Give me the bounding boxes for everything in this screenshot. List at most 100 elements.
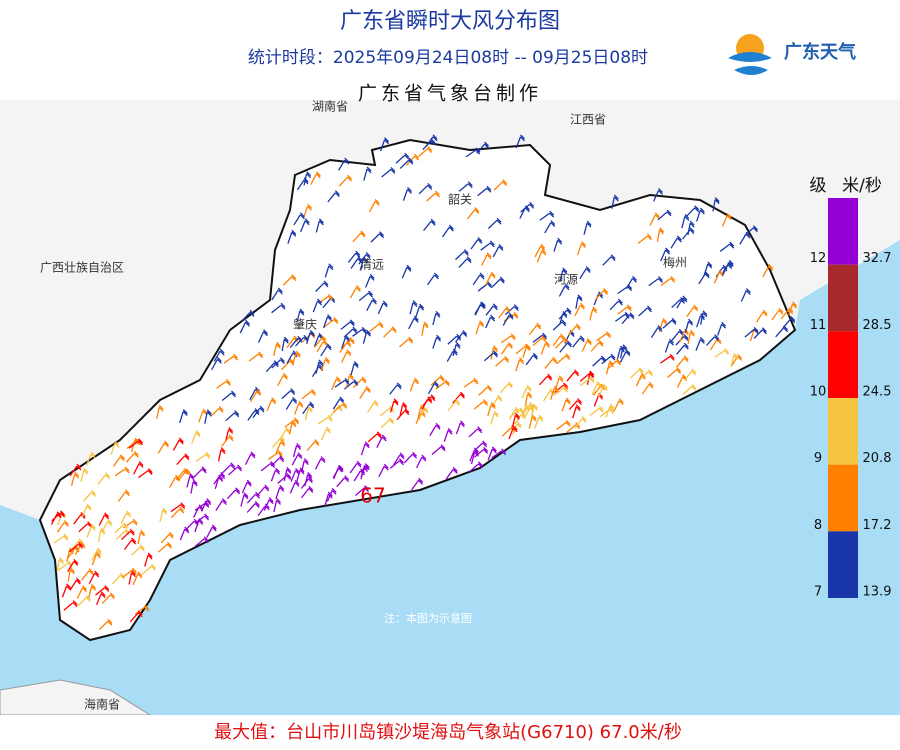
wind-barb xyxy=(558,283,570,297)
wind-barb xyxy=(67,558,79,573)
legend-level: 8 xyxy=(814,518,822,533)
wind-barb xyxy=(295,334,309,347)
wind-barb xyxy=(334,377,350,388)
wind-barb xyxy=(576,241,586,256)
wind-barb xyxy=(170,506,185,519)
wind-barb xyxy=(176,453,190,466)
wind-barb xyxy=(86,451,96,466)
wind-barb xyxy=(332,401,348,413)
wind-barb xyxy=(306,439,320,452)
wind-barb xyxy=(484,350,498,362)
wind-barb xyxy=(591,381,602,395)
map-note: 注：本图为示意图 xyxy=(384,611,472,625)
wind-barb xyxy=(281,336,289,352)
wind-barb xyxy=(409,300,418,315)
wind-barb xyxy=(368,198,380,213)
wind-barb xyxy=(82,489,96,502)
wind-barb xyxy=(267,450,283,460)
wind-barb xyxy=(409,377,419,392)
wind-barb xyxy=(271,287,283,301)
wind-barb xyxy=(56,519,69,533)
wind-barb xyxy=(358,252,371,265)
wind-barb xyxy=(225,426,234,442)
wind-barb xyxy=(534,414,544,429)
wind-barb xyxy=(558,307,572,320)
wind-barb xyxy=(80,467,89,483)
wind-barb xyxy=(641,381,654,395)
wind-barb xyxy=(344,379,359,390)
wind-barb xyxy=(225,410,240,422)
wind-barb xyxy=(159,507,168,522)
wind-barb xyxy=(495,355,510,367)
wind-barb xyxy=(63,600,78,611)
wind-barb xyxy=(244,451,256,465)
wind-barb xyxy=(221,434,234,447)
wind-barb xyxy=(583,220,592,235)
legend-swatch xyxy=(828,464,858,532)
wind-barb xyxy=(621,312,635,325)
wind-barb xyxy=(317,414,333,425)
wind-barb xyxy=(120,510,132,524)
wind-barb xyxy=(539,210,555,221)
wind-barb xyxy=(291,452,303,466)
wind-barb xyxy=(195,451,211,462)
legend-swatch xyxy=(828,531,858,598)
wind-barb xyxy=(589,405,604,417)
wind-barb xyxy=(485,271,496,286)
wind-barb xyxy=(240,492,249,507)
place-label: 河源 xyxy=(554,273,578,287)
wind-barb xyxy=(544,220,556,234)
wind-barb xyxy=(323,317,339,328)
wind-barb xyxy=(418,182,433,195)
wind-barb xyxy=(653,188,663,202)
wind-barb xyxy=(320,357,330,371)
wind-barb xyxy=(581,338,592,352)
wind-barb xyxy=(101,592,115,605)
wind-barb xyxy=(304,472,313,487)
wind-barb xyxy=(687,220,695,235)
logo-wave xyxy=(728,52,772,75)
wind-barb xyxy=(77,595,91,607)
wind-barb xyxy=(556,353,571,365)
wind-barb xyxy=(722,259,734,273)
wind-barb xyxy=(695,337,705,351)
wind-barb xyxy=(226,487,241,500)
legend-level: 12 xyxy=(810,251,827,266)
wind-barb xyxy=(359,386,371,399)
wind-barb xyxy=(639,369,653,381)
wind-barb xyxy=(452,391,465,404)
wind-barb xyxy=(508,425,518,440)
wind-barb xyxy=(76,585,88,599)
wind-barb xyxy=(469,461,483,473)
place-label: 韶关 xyxy=(448,192,472,207)
wind-barb xyxy=(343,326,358,338)
wind-barb xyxy=(656,227,665,242)
wind-barb xyxy=(366,297,377,311)
wind-barb xyxy=(480,240,495,251)
wind-barb xyxy=(214,474,224,490)
wind-barb xyxy=(312,298,323,313)
wind-barb xyxy=(684,368,697,381)
wind-barb xyxy=(421,321,429,336)
wind-barb xyxy=(544,356,558,369)
wind-barb xyxy=(129,610,143,623)
wind-barb xyxy=(430,374,445,386)
wind-barb xyxy=(265,360,279,373)
wind-barb xyxy=(206,524,217,538)
wind-barb xyxy=(271,302,286,314)
wind-barb xyxy=(566,369,580,382)
wind-barb xyxy=(365,273,375,288)
wind-barb xyxy=(605,403,615,418)
wind-barb xyxy=(418,146,433,157)
wind-barb xyxy=(504,304,519,316)
wind-barb xyxy=(487,446,497,461)
wind-barb xyxy=(112,454,125,467)
wind-barb xyxy=(389,398,399,413)
footer-max-value: 最大值：台山市川岛镇沙堤海岛气象站(G6710) 67.0米/秒 xyxy=(214,722,682,743)
wind-barb xyxy=(185,518,199,531)
wind-barb xyxy=(360,441,370,456)
wind-barb xyxy=(553,237,563,252)
wind-barb xyxy=(389,458,404,469)
wind-barb xyxy=(574,302,585,317)
wind-barb xyxy=(682,383,697,395)
